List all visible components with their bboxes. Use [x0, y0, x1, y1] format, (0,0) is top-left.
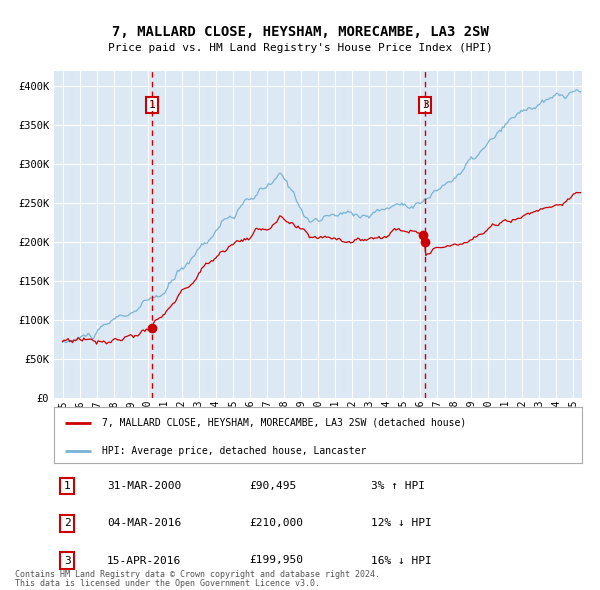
Text: 1: 1 — [64, 481, 71, 491]
Text: 04-MAR-2016: 04-MAR-2016 — [107, 519, 181, 528]
Text: 3% ↑ HPI: 3% ↑ HPI — [371, 481, 425, 491]
Text: 3: 3 — [422, 100, 428, 110]
Text: £90,495: £90,495 — [250, 481, 296, 491]
Text: 7, MALLARD CLOSE, HEYSHAM, MORECAMBE, LA3 2SW (detached house): 7, MALLARD CLOSE, HEYSHAM, MORECAMBE, LA… — [101, 418, 466, 428]
Text: 16% ↓ HPI: 16% ↓ HPI — [371, 556, 431, 565]
Text: 15-APR-2016: 15-APR-2016 — [107, 556, 181, 565]
Text: Contains HM Land Registry data © Crown copyright and database right 2024.: Contains HM Land Registry data © Crown c… — [15, 571, 380, 579]
Text: £199,950: £199,950 — [250, 556, 304, 565]
Text: 7, MALLARD CLOSE, HEYSHAM, MORECAMBE, LA3 2SW: 7, MALLARD CLOSE, HEYSHAM, MORECAMBE, LA… — [112, 25, 488, 40]
Text: 3: 3 — [64, 556, 71, 565]
Text: 12% ↓ HPI: 12% ↓ HPI — [371, 519, 431, 528]
Text: 2: 2 — [64, 519, 71, 528]
Text: 1: 1 — [149, 100, 155, 110]
Text: HPI: Average price, detached house, Lancaster: HPI: Average price, detached house, Lanc… — [101, 446, 366, 456]
Text: Price paid vs. HM Land Registry's House Price Index (HPI): Price paid vs. HM Land Registry's House … — [107, 43, 493, 53]
Text: £210,000: £210,000 — [250, 519, 304, 528]
Text: This data is licensed under the Open Government Licence v3.0.: This data is licensed under the Open Gov… — [15, 579, 320, 588]
Text: 31-MAR-2000: 31-MAR-2000 — [107, 481, 181, 491]
